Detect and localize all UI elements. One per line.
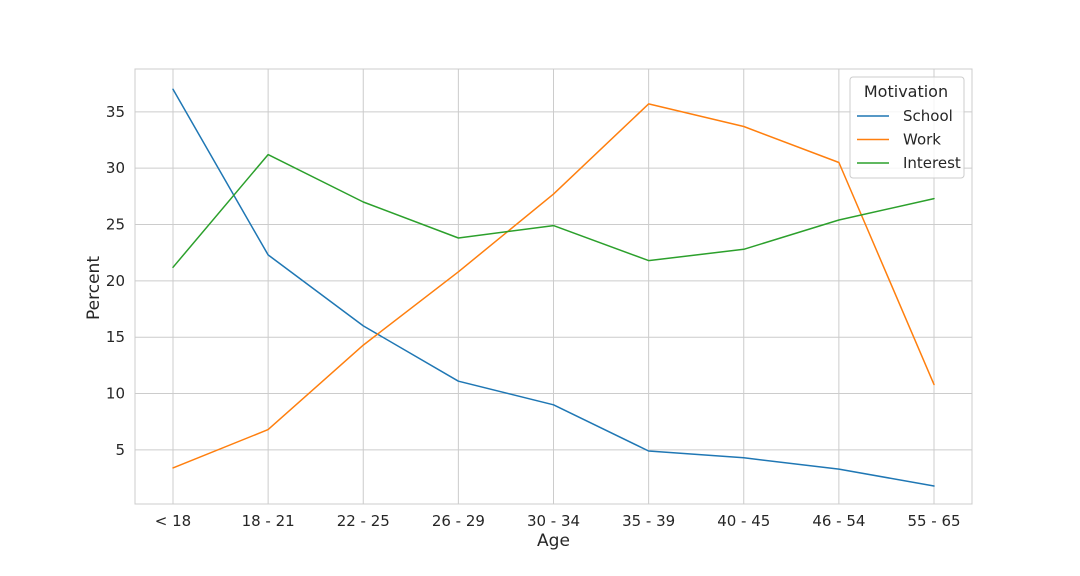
x-tick-labels: < 18 18 - 21 22 - 25 26 - 29 30 - 34 35 - 39 4… [155,512,961,530]
x-tick-label: 40 - 45 [717,512,770,530]
x-tick-label: < 18 [155,512,191,530]
legend-label-work: Work [903,131,941,149]
y-tick-label: 20 [106,272,125,290]
x-tick-label: 18 - 21 [242,512,295,530]
legend-items: School Work Interest [857,107,961,172]
legend-title: Motivation [864,82,948,101]
y-tick-label: 35 [106,103,125,121]
legend-label-school: School [903,107,953,125]
series-lines [172,88,935,487]
x-axis-title: Age [537,531,570,551]
plot-frame [134,68,973,505]
legend-box [849,76,965,179]
series-line-school [172,88,935,487]
y-tick-label: 5 [115,441,125,459]
series-line-work [172,103,935,469]
y-tick-labels: 5 10 15 20 25 30 35 [106,103,125,459]
y-axis-title: Percent [84,256,104,320]
x-tick-label: 35 - 39 [622,512,675,530]
x-tick-label: 55 - 65 [907,512,960,530]
legend: Motivation School Work Interest [849,76,965,179]
y-tick-label: 30 [106,159,125,177]
legend-label-interest: Interest [903,154,961,172]
y-tick-label: 10 [106,385,125,403]
x-tick-label: 30 - 34 [527,512,580,530]
y-tick-label: 25 [106,216,125,234]
x-tick-label: 22 - 25 [337,512,390,530]
x-tick-label: 46 - 54 [812,512,865,530]
series-line-interest [172,153,935,269]
y-tick-label: 15 [106,328,125,346]
x-tick-label: 26 - 29 [432,512,485,530]
